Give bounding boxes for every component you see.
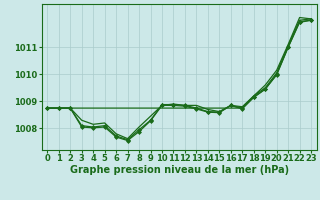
- X-axis label: Graphe pression niveau de la mer (hPa): Graphe pression niveau de la mer (hPa): [70, 165, 289, 175]
